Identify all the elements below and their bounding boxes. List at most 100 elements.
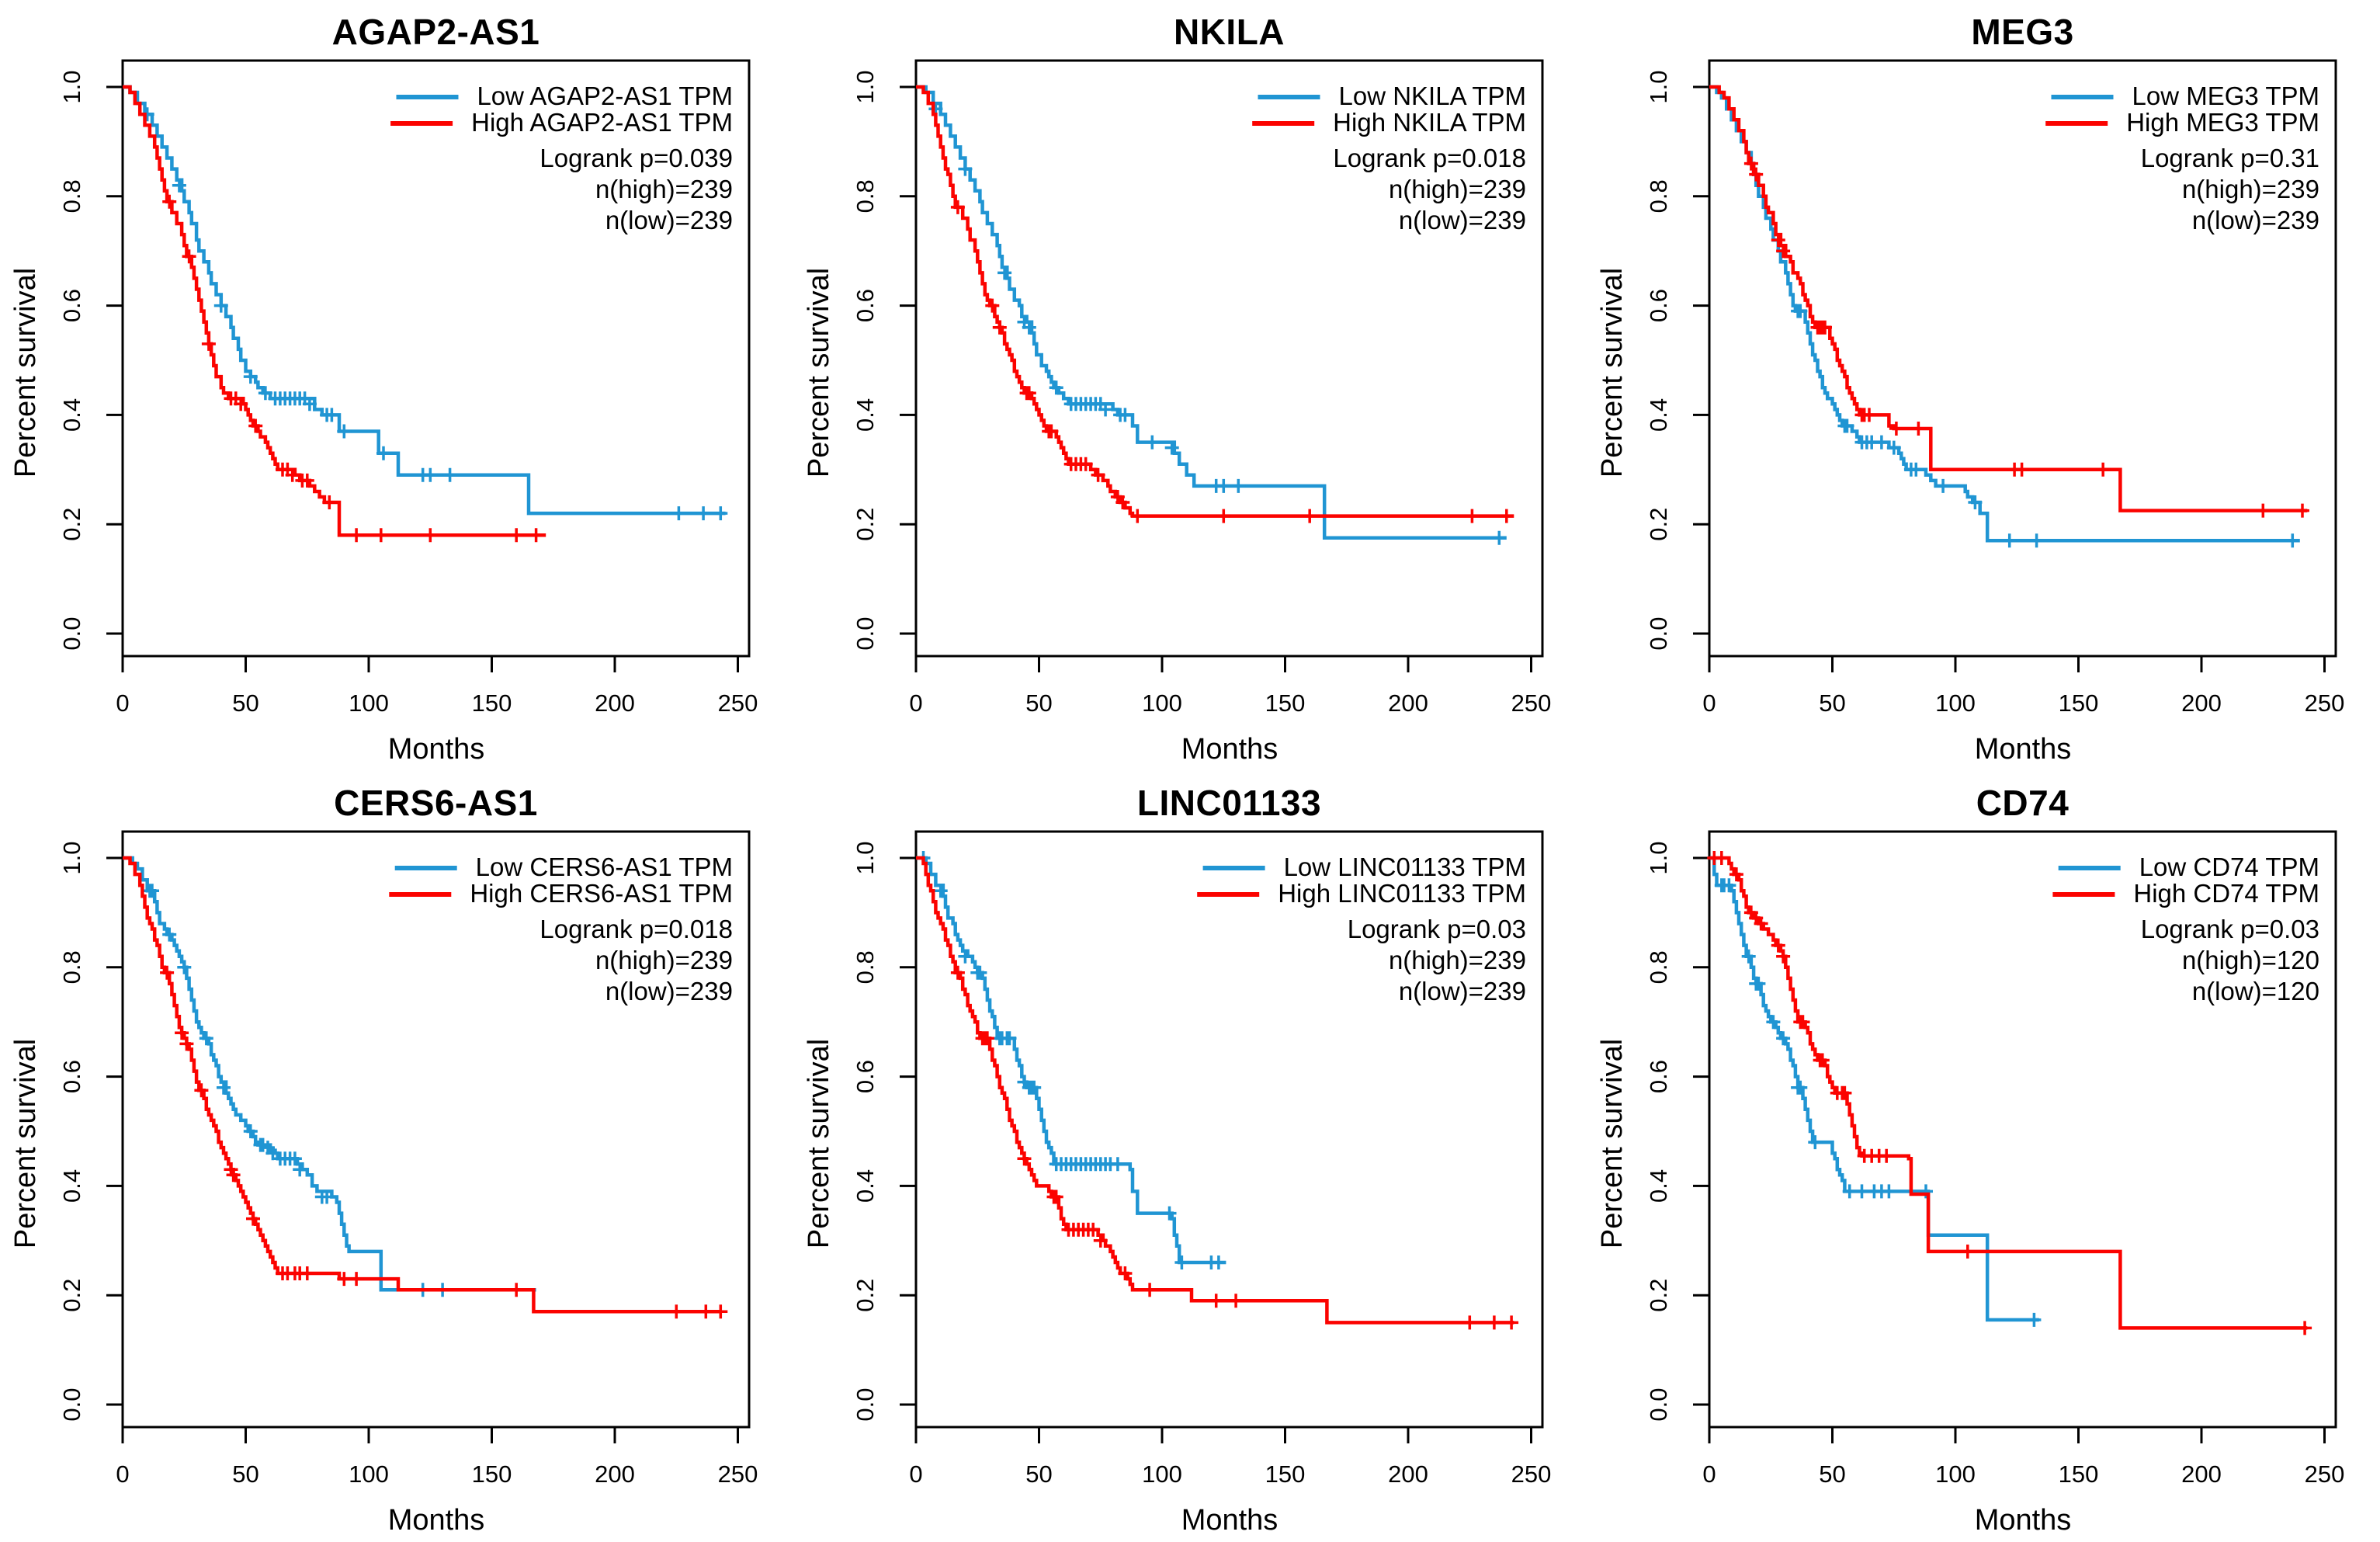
legend-n-high: n(high)=239: [2182, 175, 2319, 203]
panel-title: NKILA: [1173, 12, 1285, 52]
legend-logrank: Logrank p=0.03: [2141, 915, 2319, 943]
y-tick-label: 0.4: [852, 1169, 879, 1203]
x-tick-label: 50: [1025, 689, 1052, 717]
x-tick-label: 100: [1142, 1460, 1182, 1488]
x-tick-label: 200: [1388, 689, 1428, 717]
x-tick-label: 50: [1025, 1460, 1052, 1488]
y-tick-label: 1.0: [58, 70, 85, 103]
km-panel-meg3: MEG3 0 50 100 150 200 250 1.0 0.8 0.6 0.4 0.2 0.0 Mo…: [1587, 0, 2380, 771]
censor-marks-low: [140, 107, 728, 521]
x-tick-label: 50: [232, 1460, 258, 1488]
x-tick-label: 200: [2181, 689, 2222, 717]
legend-n-low: n(low)=239: [1399, 977, 1526, 1005]
y-tick-label: 0.4: [1645, 398, 1672, 432]
km-curve-high: [123, 856, 721, 1314]
x-tick-label: 150: [472, 689, 512, 717]
legend-logrank: Logrank p=0.018: [539, 915, 733, 943]
y-tick-label: 1.0: [58, 841, 85, 874]
panel-title: CERS6-AS1: [334, 783, 538, 823]
legend-n-high: n(high)=120: [2182, 946, 2319, 974]
legend-low-label: Low MEG3 TPM: [2132, 82, 2319, 110]
legend-logrank: Logrank p=0.03: [1348, 915, 1526, 943]
censor-marks-high: [1743, 156, 2309, 518]
x-tick-label: 150: [472, 1460, 512, 1488]
censor-marks-low: [916, 851, 1226, 1269]
y-tick-label: 0.4: [58, 1169, 85, 1203]
legend-high-label: High CD74 TPM: [2133, 879, 2319, 908]
y-axis-title: Percent survival: [1596, 1039, 1629, 1249]
km-curve-high: [916, 856, 1514, 1325]
legend-low-label: Low CERS6-AS1 TPM: [476, 853, 733, 881]
y-tick-label: 0.8: [1645, 179, 1672, 213]
x-axis-title: Months: [1181, 733, 1278, 766]
y-tick-label: 0.4: [1645, 1169, 1672, 1203]
km-curve-high: [916, 85, 1514, 518]
x-tick-label: 100: [349, 689, 389, 717]
plot-box: [1708, 59, 2337, 658]
km-curve-low: [916, 856, 1226, 1265]
y-tick-label: 0.0: [58, 616, 85, 650]
x-tick-label: 150: [2059, 1460, 2099, 1488]
legend-n-low: n(low)=239: [605, 977, 733, 1005]
y-axis-title: Percent survival: [9, 1039, 42, 1249]
y-tick-label: 0.6: [1645, 289, 1672, 322]
y-axis-title: Percent survival: [803, 268, 835, 478]
km-plot-agap2-as1: 0 50 100 150 200 250 1.0 0.8 0.6 0.4 0.2 0.0 Months P…: [9, 59, 758, 766]
legend-n-low: n(low)=120: [2192, 977, 2319, 1005]
x-tick-label: 100: [1935, 1460, 1976, 1488]
y-tick-label: 0.4: [852, 398, 879, 432]
y-tick-label: 0.0: [852, 1387, 879, 1421]
x-axis-title: Months: [388, 1504, 485, 1537]
y-tick-label: 0.0: [852, 616, 879, 650]
km-panel-cd74: CD74 0 50 100 150 200 250 1.0 0.8 0.6 0.4 0.2 0.0 Mo…: [1587, 771, 2380, 1542]
legend-low-label: Low LINC01133 TPM: [1284, 853, 1526, 881]
y-tick-label: 0.2: [58, 1279, 85, 1312]
y-tick-label: 0.6: [1645, 1060, 1672, 1093]
legend-logrank: Logrank p=0.039: [539, 144, 733, 172]
x-tick-label: 250: [2305, 1460, 2345, 1488]
x-tick-label: 150: [1265, 1460, 1306, 1488]
legend-high-label: High MEG3 TPM: [2126, 108, 2319, 137]
y-tick-label: 0.8: [1645, 950, 1672, 984]
censor-marks-high: [950, 200, 1514, 523]
legend-high-label: High NKILA TPM: [1333, 108, 1526, 137]
y-tick-label: 0.8: [58, 950, 85, 984]
x-tick-label: 50: [1819, 1460, 1845, 1488]
y-tick-label: 1.0: [852, 841, 879, 874]
legend-low-label: Low AGAP2-AS1 TPM: [477, 82, 733, 110]
legend-high-label: High CERS6-AS1 TPM: [470, 879, 733, 908]
censor-marks-high: [160, 965, 728, 1319]
y-tick-label: 0.2: [852, 1279, 879, 1312]
panel-title: MEG3: [1971, 12, 2074, 52]
x-tick-label: 150: [2059, 689, 2099, 717]
legend-logrank: Logrank p=0.31: [2141, 144, 2319, 172]
y-tick-label: 0.0: [1645, 616, 1672, 650]
y-tick-label: 0.8: [852, 179, 879, 213]
x-tick-label: 50: [1819, 689, 1845, 717]
x-tick-label: 0: [116, 689, 129, 717]
plot-box: [1708, 830, 2337, 1429]
x-axis-title: Months: [388, 733, 485, 766]
x-tick-label: 250: [2305, 689, 2345, 717]
x-tick-label: 200: [595, 689, 635, 717]
x-tick-label: 150: [1265, 689, 1306, 717]
plot-box: [914, 59, 1544, 658]
x-tick-label: 200: [595, 1460, 635, 1488]
km-plot-nkila: 0 50 100 150 200 250 1.0 0.8 0.6 0.4 0.2 0.0 Months P…: [803, 59, 1551, 766]
y-tick-label: 0.2: [1645, 508, 1672, 541]
panel-title: LINC01133: [1136, 783, 1322, 823]
censor-marks-low: [928, 102, 1507, 545]
censor-marks-high: [1707, 851, 2312, 1335]
x-tick-label: 250: [718, 689, 758, 717]
y-tick-label: 0.2: [852, 508, 879, 541]
x-axis-title: Months: [1975, 1504, 2072, 1537]
y-tick-label: 0.0: [1645, 1387, 1672, 1421]
censor-marks-low: [142, 884, 450, 1297]
legend-low-label: Low CD74 TPM: [2139, 853, 2319, 881]
x-tick-label: 50: [232, 689, 258, 717]
km-plot-cers6-as1: 0 50 100 150 200 250 1.0 0.8 0.6 0.4 0.2 0.0 Months P…: [9, 830, 758, 1537]
censor-marks-low: [1791, 304, 2300, 548]
y-tick-label: 0.2: [1645, 1279, 1672, 1312]
y-tick-label: 0.8: [852, 950, 879, 984]
